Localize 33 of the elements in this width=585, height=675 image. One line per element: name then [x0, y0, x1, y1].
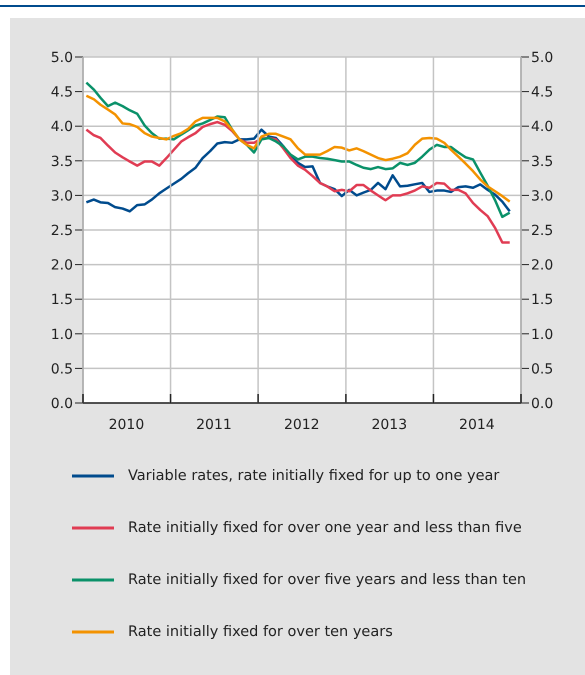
x-tick-label: 2013	[371, 417, 408, 433]
y2-tick-label: 0.5	[531, 361, 554, 378]
y2-tick-label: 2.0	[531, 258, 554, 274]
y2-tick-label: 4.0	[531, 119, 554, 136]
y2-tick-label: 1.0	[531, 326, 554, 343]
line-series	[85, 120, 511, 244]
legend-label: Rate initially fixed for over five years and less than ten	[128, 572, 526, 588]
y2-tick-label: 5.0	[531, 50, 554, 66]
y-tick-label: 2.5	[50, 222, 73, 239]
line-series	[85, 94, 511, 203]
legend-label: Rate initially fixed for over ten years	[128, 624, 393, 640]
y-tick-label: 0.5	[50, 361, 73, 378]
y-tick-label: 4.5	[50, 84, 73, 101]
y-tick-label: 4.0	[50, 119, 73, 136]
legend-label: Variable rates, rate initially fixed for up to one year	[128, 468, 500, 484]
y-tick-label: 1.0	[50, 326, 73, 343]
y2-tick-label: 3.0	[531, 188, 554, 204]
y2-tick-label: 2.5	[531, 222, 554, 239]
y-tick-label: 3.0	[50, 188, 73, 204]
y-tick-label: 3.5	[50, 154, 73, 170]
legend-label: Rate initially fixed for over one year and less than five	[128, 520, 522, 536]
y-tick-label: 5.0	[50, 50, 73, 66]
y2-tick-label: 3.5	[531, 154, 554, 170]
y2-tick-label: 0.0	[531, 396, 554, 412]
y-tick-label: 2.0	[50, 258, 73, 274]
y2-tick-label: 4.5	[531, 84, 554, 101]
y-tick-label: 0.0	[50, 396, 73, 412]
x-tick-label: 2012	[284, 417, 320, 433]
x-tick-label: 2010	[108, 417, 144, 433]
x-tick-label: 2014	[459, 417, 495, 433]
y-tick-label: 1.5	[50, 292, 73, 308]
x-tick-label: 2011	[196, 417, 232, 433]
y2-tick-label: 1.5	[531, 292, 554, 308]
